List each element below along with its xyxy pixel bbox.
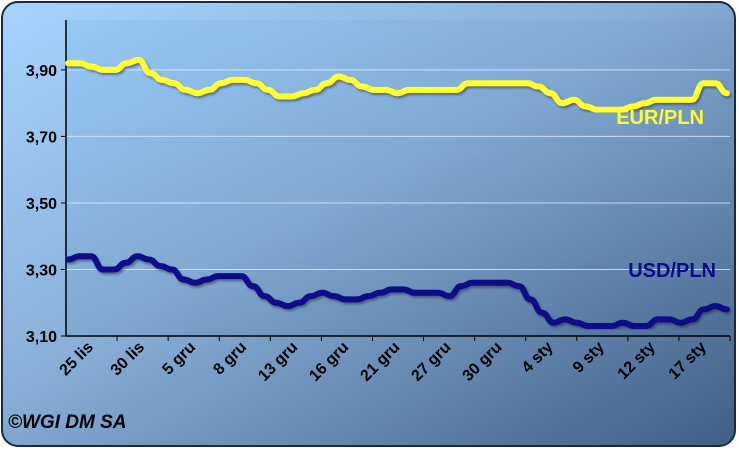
plot-area <box>66 20 730 336</box>
y-tick-label: 3,90 <box>26 63 57 80</box>
watermark: ©WGI DM SA <box>8 412 127 433</box>
y-tick-label: 3,50 <box>26 196 57 213</box>
series-lines <box>65 56 730 329</box>
series-labels: EUR/PLN USD/PLN <box>616 107 716 282</box>
y-tick-label: 3,10 <box>26 329 57 346</box>
y-tick-label: 3,30 <box>26 262 57 279</box>
series-line-usdpln <box>65 253 730 329</box>
y-tick-label: 3,70 <box>26 129 57 146</box>
y-axis: 3,10 3,30 3,50 3,70 3,90 <box>26 20 730 346</box>
series-line-eurpln <box>65 56 730 113</box>
series-label: USD/PLN <box>628 260 716 282</box>
series-label: EUR/PLN <box>616 107 704 129</box>
